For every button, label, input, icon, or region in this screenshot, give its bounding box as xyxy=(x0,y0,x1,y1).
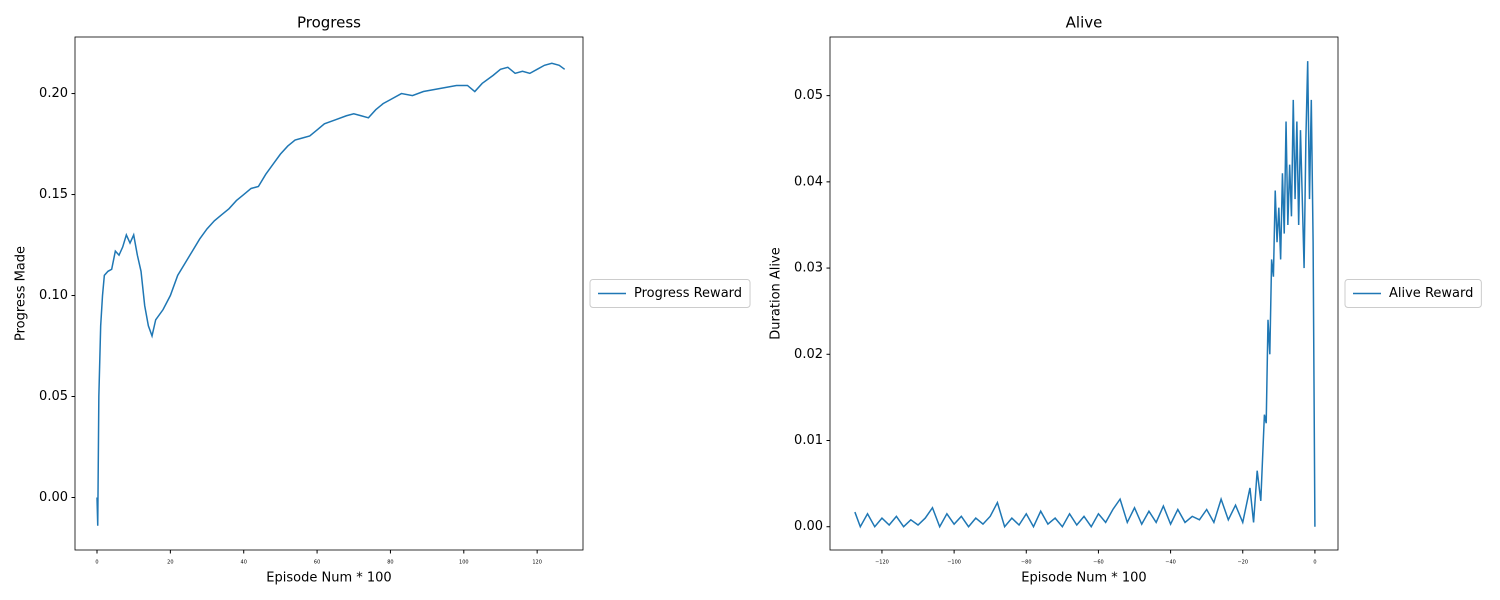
x-axis-label: Episode Num * 100 xyxy=(1021,571,1146,586)
legend-label: Progress Reward xyxy=(634,286,742,301)
chart-title: Progress xyxy=(297,14,361,32)
y-tick-label: 0.15 xyxy=(39,187,68,202)
plot-frame xyxy=(74,36,584,551)
x-tick-label: −40 xyxy=(1165,560,1176,566)
legend-frame xyxy=(589,279,751,308)
y-tick-label: 0.02 xyxy=(794,347,823,362)
x-tick-label: −120 xyxy=(875,560,889,566)
y-axis-label: Progress Made xyxy=(14,246,29,341)
legend-frame xyxy=(1344,279,1482,308)
x-axis-label: Episode Num * 100 xyxy=(266,571,391,586)
y-tick-label: 0.05 xyxy=(39,389,68,404)
chart-title: Alive xyxy=(1066,14,1103,32)
y-tick-label: 0.01 xyxy=(794,433,823,448)
y-tick-label: 0.10 xyxy=(39,288,68,303)
y-axis-label: Duration Alive xyxy=(769,247,784,339)
x-tick-label: −20 xyxy=(1237,560,1248,566)
x-tick-label: −80 xyxy=(1021,560,1032,566)
x-tick-label: 100 xyxy=(459,560,469,566)
x-tick-label: 0 xyxy=(95,560,98,566)
y-tick-label: 0.04 xyxy=(794,174,823,189)
x-tick-label: 80 xyxy=(387,560,393,566)
y-tick-label: 0.20 xyxy=(39,86,68,101)
x-tick-label: 40 xyxy=(241,560,247,566)
data-line xyxy=(96,62,566,526)
legend: Alive Reward xyxy=(1344,279,1482,308)
y-tick-label: 0.00 xyxy=(39,490,68,505)
data-line xyxy=(854,61,1316,529)
legend-label: Alive Reward xyxy=(1389,286,1473,301)
x-tick-label: 0 xyxy=(1313,560,1316,566)
legend: Progress Reward xyxy=(589,279,751,308)
x-tick-label: −60 xyxy=(1093,560,1104,566)
x-tick-label: 60 xyxy=(314,560,320,566)
x-tick-label: 20 xyxy=(167,560,173,566)
x-tick-label: 120 xyxy=(532,560,542,566)
y-tick-label: 0.05 xyxy=(794,88,823,103)
y-tick-label: 0.03 xyxy=(794,261,823,276)
y-tick-label: 0.00 xyxy=(794,519,823,534)
plot-frame xyxy=(829,36,1339,551)
x-tick-label: −100 xyxy=(947,560,961,566)
